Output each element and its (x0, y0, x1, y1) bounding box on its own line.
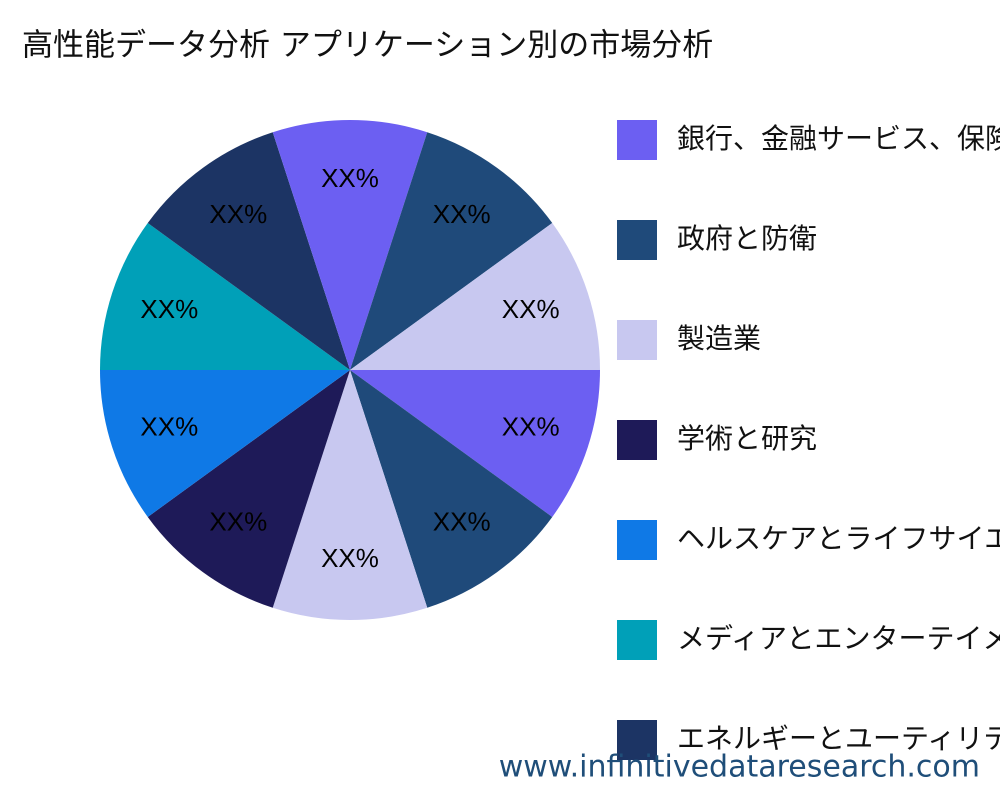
pie-slice (100, 370, 350, 517)
pie-slice (350, 132, 553, 370)
legend-swatch (617, 620, 657, 660)
value-label: XX% (140, 412, 198, 442)
value-label: XX% (209, 507, 267, 537)
value-label: XX% (433, 199, 491, 229)
chart-title: 高性能データ分析 アプリケーション別の市場分析 (22, 28, 713, 64)
legend-swatch (617, 220, 657, 260)
pie-slice (350, 370, 600, 517)
pie-slice (272, 119, 428, 370)
legend-label: ヘルスケアとライフサイエンス (677, 522, 1000, 555)
legend-label: 製造業 (677, 322, 761, 355)
legend-label: 銀行、金融サービス、保険 (677, 122, 1000, 155)
pie-slice (350, 370, 553, 608)
legend-label: 学術と研究 (677, 422, 817, 455)
value-label: XX% (140, 294, 198, 324)
value-label: XX% (502, 294, 560, 324)
legend-swatch (617, 720, 657, 760)
legend-label: メディアとエンターテイメント (677, 622, 1000, 655)
legend-swatch (617, 120, 657, 160)
pie-slice (147, 132, 350, 370)
value-label: XX% (433, 507, 491, 537)
pie-slice (100, 223, 350, 370)
value-label: XX% (321, 163, 379, 193)
value-label: XX% (502, 412, 560, 442)
legend-swatch (617, 420, 657, 460)
value-label: XX% (209, 199, 267, 229)
value-label: XX% (321, 543, 379, 573)
pie-slice (272, 370, 428, 620)
website: www.infinitivedataresearch.com (499, 750, 980, 785)
legend-swatch (617, 320, 657, 360)
pie-slice (147, 370, 350, 608)
pie-slice (350, 223, 600, 370)
legend-label: エネルギーとユーティリティ (677, 722, 1000, 755)
legend-label: 政府と防衛 (677, 222, 817, 255)
legend-swatch (617, 520, 657, 560)
